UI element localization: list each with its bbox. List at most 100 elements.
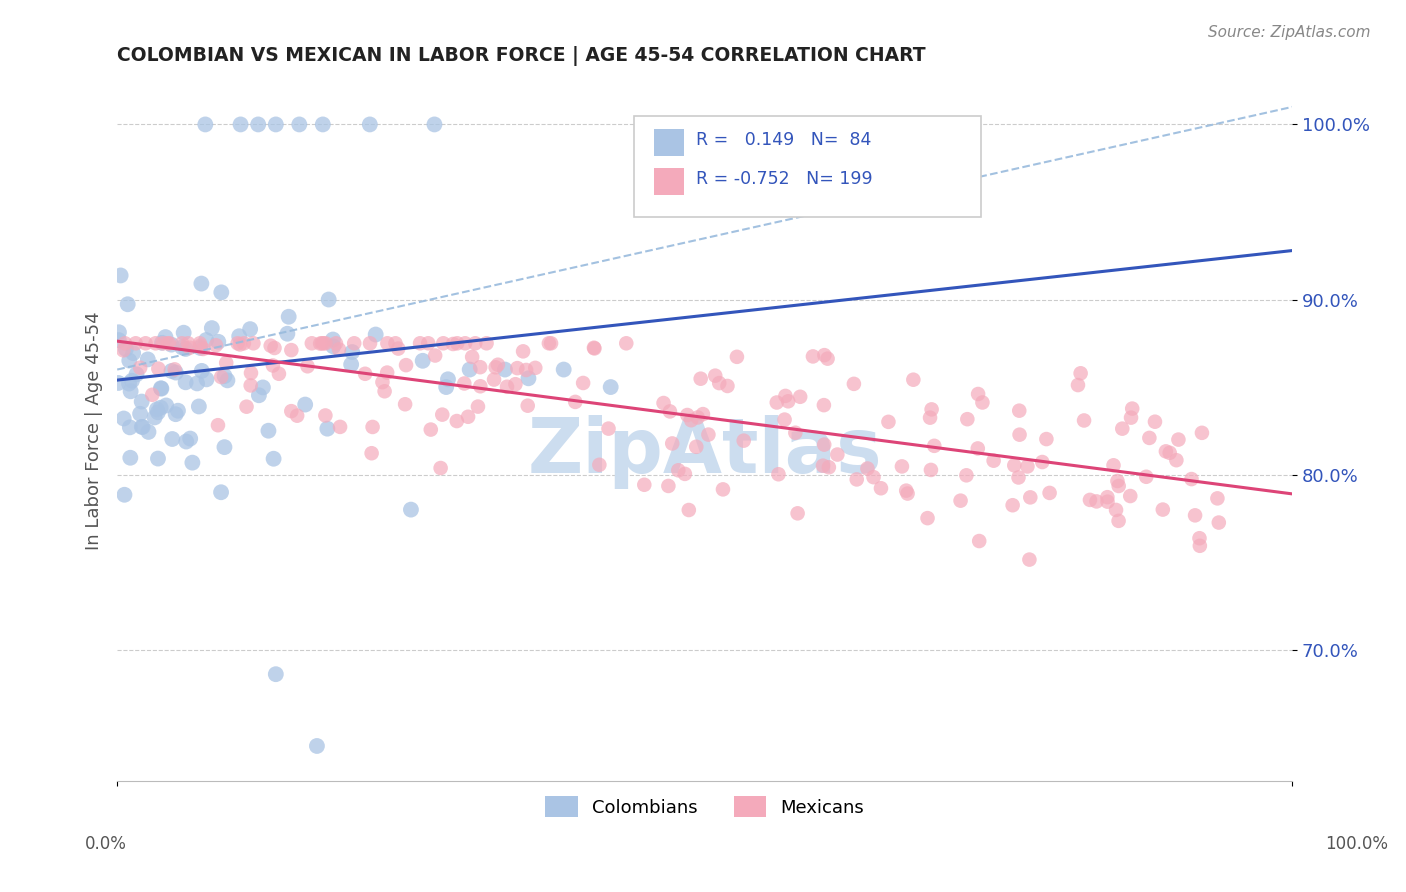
Point — [318, 293, 340, 307]
Point — [1035, 432, 1057, 446]
FancyBboxPatch shape — [654, 129, 683, 155]
Point — [446, 414, 468, 428]
Point — [174, 434, 197, 449]
Point — [150, 382, 173, 396]
Point — [145, 336, 167, 351]
Point — [418, 336, 440, 351]
Point — [195, 372, 218, 386]
Point — [1019, 491, 1042, 505]
Point — [160, 337, 183, 351]
Point — [716, 379, 738, 393]
Point — [765, 395, 787, 409]
Point — [704, 368, 727, 383]
Point — [115, 342, 138, 356]
Point — [107, 333, 129, 347]
Point — [190, 364, 212, 378]
Point — [194, 118, 217, 132]
Point — [186, 376, 208, 391]
Point — [1031, 455, 1053, 469]
Point — [207, 334, 229, 349]
Point — [112, 411, 135, 425]
Point — [340, 345, 363, 359]
Point — [1208, 516, 1230, 530]
Point — [172, 340, 194, 354]
Point — [1105, 503, 1128, 517]
Point — [1102, 458, 1125, 473]
Point — [506, 361, 529, 376]
Point — [301, 336, 323, 351]
Point — [108, 325, 131, 339]
Point — [235, 400, 257, 414]
Point — [167, 403, 190, 417]
Point — [697, 427, 720, 442]
Point — [842, 376, 865, 391]
Point — [399, 502, 422, 516]
Point — [312, 336, 335, 351]
Point — [432, 336, 454, 351]
Point — [136, 352, 159, 367]
Point — [921, 402, 943, 417]
Point — [588, 458, 610, 472]
Point — [240, 366, 263, 380]
Point — [1184, 508, 1206, 523]
Point — [190, 339, 212, 353]
Point — [157, 336, 180, 351]
Point — [1135, 469, 1157, 483]
Point — [1067, 378, 1090, 392]
Point — [276, 326, 298, 341]
Point — [1152, 502, 1174, 516]
Point — [314, 409, 336, 423]
Point — [141, 388, 163, 402]
Point — [983, 453, 1005, 467]
Point — [312, 118, 335, 132]
Point — [264, 667, 287, 681]
Point — [1188, 539, 1211, 553]
Point — [856, 461, 879, 475]
Point — [361, 420, 384, 434]
Y-axis label: In Labor Force | Age 45-54: In Labor Force | Age 45-54 — [86, 311, 103, 550]
Point — [1008, 403, 1031, 417]
Point — [1018, 552, 1040, 566]
Point — [686, 410, 709, 425]
Point — [453, 376, 475, 391]
Point — [537, 336, 560, 351]
Point — [412, 353, 434, 368]
Point — [150, 335, 173, 350]
Point — [711, 483, 734, 497]
Point — [725, 350, 748, 364]
Point — [117, 297, 139, 311]
Point — [458, 362, 481, 376]
Point — [125, 368, 148, 382]
Point — [1001, 498, 1024, 512]
Point — [685, 440, 707, 454]
Point — [329, 420, 352, 434]
Point — [524, 360, 547, 375]
Point — [1167, 433, 1189, 447]
Point — [813, 398, 835, 412]
Point — [666, 463, 689, 477]
Text: 0.0%: 0.0% — [84, 835, 127, 853]
Point — [156, 336, 179, 351]
Point — [512, 344, 534, 359]
Point — [149, 381, 172, 395]
Point — [264, 118, 287, 132]
Point — [122, 346, 145, 360]
Point — [785, 425, 807, 440]
Point — [280, 404, 302, 418]
Point — [599, 380, 621, 394]
Text: 100.0%: 100.0% — [1326, 835, 1388, 853]
Point — [505, 377, 527, 392]
Point — [972, 395, 994, 409]
Point — [146, 405, 169, 419]
Point — [870, 481, 893, 495]
FancyBboxPatch shape — [634, 116, 981, 218]
Point — [470, 379, 492, 393]
Point — [598, 422, 620, 436]
Point — [966, 442, 988, 456]
Point — [226, 336, 249, 351]
Point — [1007, 470, 1029, 484]
Text: Source: ZipAtlas.com: Source: ZipAtlas.com — [1208, 25, 1371, 40]
Point — [118, 420, 141, 434]
Point — [328, 343, 350, 357]
Point — [239, 378, 262, 392]
